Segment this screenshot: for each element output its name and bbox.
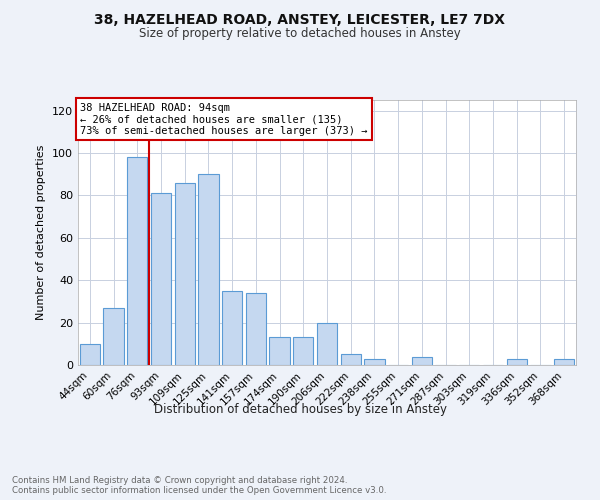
Bar: [554, 358, 574, 365]
Text: 38, HAZELHEAD ROAD, ANSTEY, LEICESTER, LE7 7DX: 38, HAZELHEAD ROAD, ANSTEY, LEICESTER, L…: [95, 12, 505, 26]
Bar: [199, 174, 218, 365]
Bar: [269, 338, 290, 365]
Text: Contains HM Land Registry data © Crown copyright and database right 2024.
Contai: Contains HM Land Registry data © Crown c…: [12, 476, 386, 495]
Bar: [506, 358, 527, 365]
Bar: [341, 354, 361, 365]
Bar: [246, 293, 266, 365]
Bar: [175, 182, 195, 365]
Text: 38 HAZELHEAD ROAD: 94sqm
← 26% of detached houses are smaller (135)
73% of semi-: 38 HAZELHEAD ROAD: 94sqm ← 26% of detach…: [80, 102, 368, 136]
Bar: [103, 308, 124, 365]
Bar: [80, 344, 100, 365]
Bar: [412, 356, 432, 365]
Bar: [151, 194, 171, 365]
Bar: [364, 358, 385, 365]
Y-axis label: Number of detached properties: Number of detached properties: [37, 145, 46, 320]
Bar: [317, 322, 337, 365]
Text: Distribution of detached houses by size in Anstey: Distribution of detached houses by size …: [154, 402, 446, 415]
Text: Size of property relative to detached houses in Anstey: Size of property relative to detached ho…: [139, 28, 461, 40]
Bar: [222, 291, 242, 365]
Bar: [127, 157, 148, 365]
Bar: [293, 338, 313, 365]
